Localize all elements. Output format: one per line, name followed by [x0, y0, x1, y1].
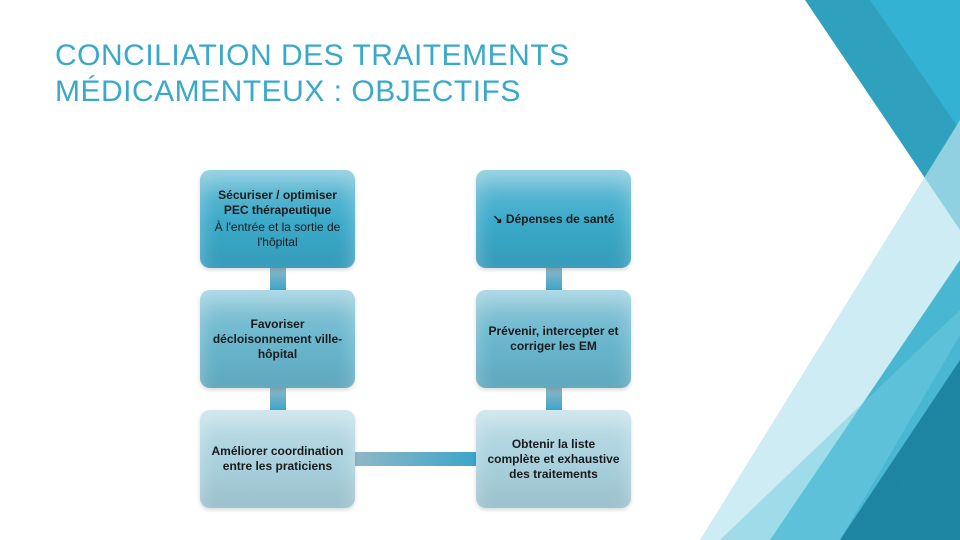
objective-box-0: Sécuriser / optimiser PEC thérapeutique …: [200, 170, 355, 268]
connector-col2-top: [546, 268, 562, 290]
slide: CONCILIATION DES TRAITEMENTS MÉDICAMENTE…: [0, 0, 960, 540]
slide-title: CONCILIATION DES TRAITEMENTS MÉDICAMENTE…: [55, 38, 570, 110]
objective-box-4: Améliorer coordination entre les pratici…: [200, 410, 355, 508]
objective-box-5: Obtenir la liste complète et exhaustive …: [476, 410, 631, 508]
page-number: 7: [892, 479, 900, 495]
objective-box-3: Prévenir, intercepter et corriger les EM: [476, 290, 631, 388]
box-1-line1: ↘ Dépenses de santé: [492, 212, 614, 227]
corner-decoration: [660, 0, 960, 540]
connector-col1-bottom: [270, 388, 286, 410]
connector-horizontal: [355, 452, 476, 466]
box-0-line1: Sécuriser / optimiser PEC thérapeutique: [210, 188, 345, 218]
connector-col1-top: [270, 268, 286, 290]
connector-col2-bottom: [546, 388, 562, 410]
objectives-grid: Sécuriser / optimiser PEC thérapeutique …: [200, 170, 630, 510]
box-3-line1: Prévenir, intercepter et corriger les EM: [486, 324, 621, 354]
objective-box-2: Favoriser décloisonnement ville-hôpital: [200, 290, 355, 388]
objective-box-1: ↘ Dépenses de santé: [476, 170, 631, 268]
title-line-1: CONCILIATION DES TRAITEMENTS: [55, 38, 570, 74]
box-0-line2: À l'entrée et la sortie de l'hôpital: [210, 220, 345, 250]
box-5-line1: Obtenir la liste complète et exhaustive …: [486, 437, 621, 482]
box-2-line1: Favoriser décloisonnement ville-hôpital: [210, 317, 345, 362]
title-line-2: MÉDICAMENTEUX : OBJECTIFS: [55, 74, 570, 110]
box-4-line1: Améliorer coordination entre les pratici…: [210, 444, 345, 474]
